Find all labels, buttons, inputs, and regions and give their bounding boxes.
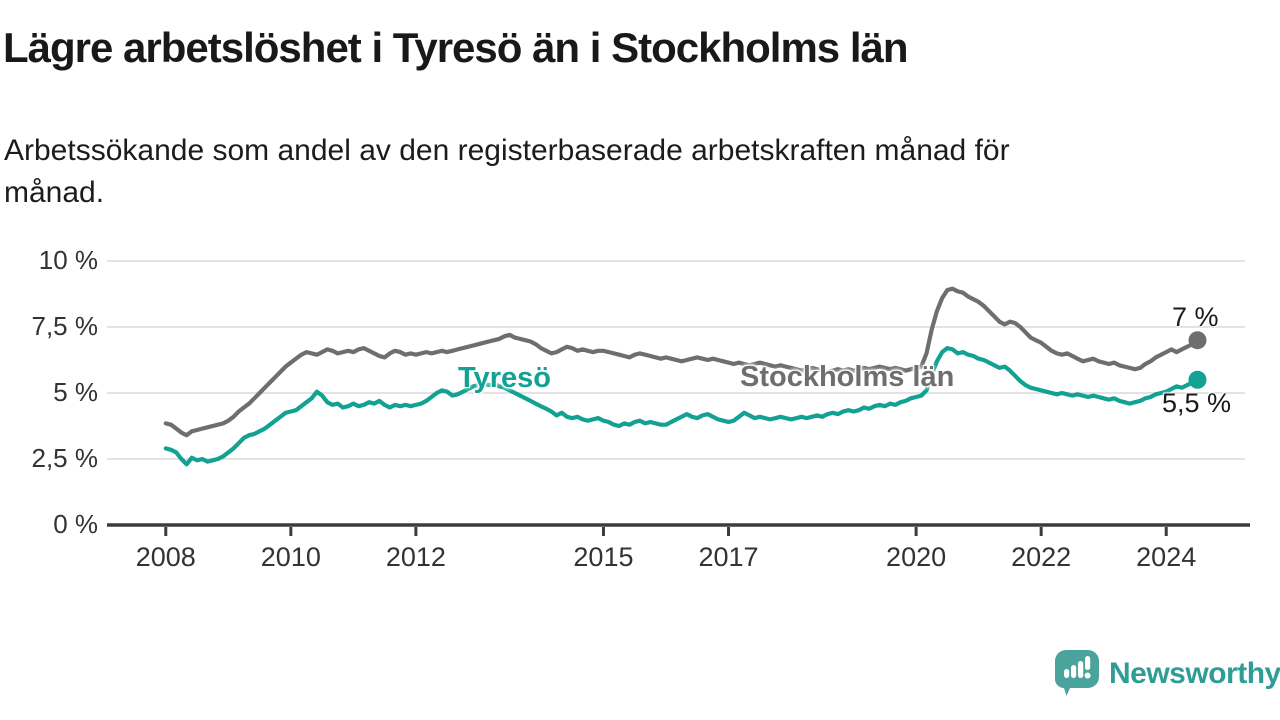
newsworthy-branding: Newsworthy xyxy=(1055,650,1280,698)
x-tick-label: 2017 xyxy=(698,542,759,572)
end-dot-tyreso xyxy=(1188,370,1207,389)
x-tick-label: 2008 xyxy=(135,542,196,572)
x-tick-label: 2020 xyxy=(886,542,947,572)
x-tick-label: 2024 xyxy=(1136,542,1197,572)
exclamation-bar xyxy=(1085,656,1091,670)
speech-bubble-shape xyxy=(1055,650,1099,696)
newsworthy-logo-text: Newsworthy xyxy=(1109,657,1280,690)
x-tick-label: 2015 xyxy=(573,542,634,572)
chart-subtitle-line-2: månad. xyxy=(4,176,105,209)
x-tick-label: 2012 xyxy=(385,542,446,572)
exclamation-dot xyxy=(1084,672,1091,679)
bar-small xyxy=(1064,669,1070,678)
chart-subtitle-line-1: Arbetssökande som andel av den registerb… xyxy=(4,134,1010,167)
chart-subtitle: Arbetssökande som andel av den registerb… xyxy=(4,130,1244,214)
bar-large xyxy=(1078,661,1084,678)
series-line-stockholms-lan xyxy=(163,286,1200,438)
newsworthy-logo-icon xyxy=(1055,650,1099,696)
chart-title: Lägre arbetslöshet i Tyresö än i Stockho… xyxy=(3,24,909,71)
x-tick-label: 2010 xyxy=(260,542,321,572)
series-label-tyreso: Tyresö xyxy=(458,362,551,394)
series-label-stockholms-lan: Stockholms län xyxy=(740,361,955,393)
end-dot-stockholms-lan xyxy=(1188,331,1207,350)
end-value-label-tyreso: 5,5 % xyxy=(1162,388,1232,418)
y-tick-label: 10 % xyxy=(38,245,98,275)
bar-medium xyxy=(1071,665,1077,678)
x-tick-label: 2022 xyxy=(1011,542,1072,572)
y-tick-label: 2,5 % xyxy=(31,443,99,473)
end-value-label-stockholms-lan: 7 % xyxy=(1172,302,1219,332)
y-tick-label: 5 % xyxy=(53,377,98,407)
y-tick-label: 0 % xyxy=(53,509,98,539)
series-line-tyreso xyxy=(163,346,1200,467)
y-tick-label: 7,5 % xyxy=(31,311,99,341)
